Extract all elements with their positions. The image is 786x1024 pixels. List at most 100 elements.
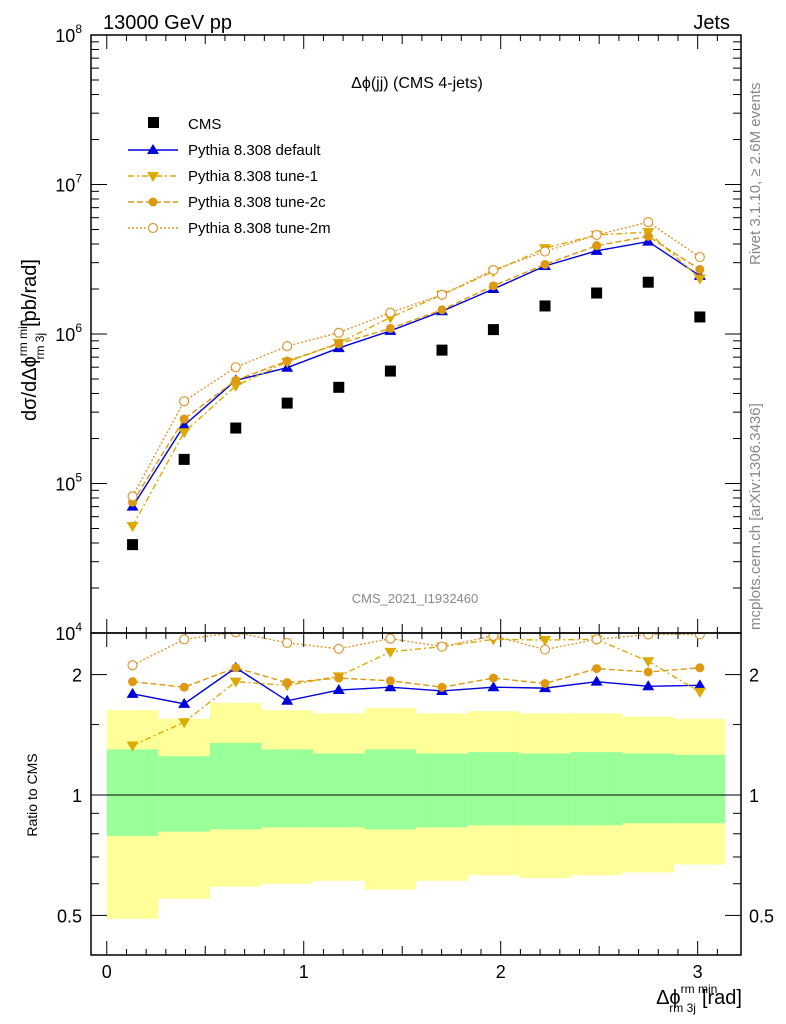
legend: CMS Pythia 8.308 default Pythia 8.308 tu… xyxy=(128,116,331,237)
main-panel: 104 105 106 107 108 Δϕ(jj) (CMS 4-jets) CMS_… xyxy=(16,22,741,919)
ratio-data-point xyxy=(488,633,499,641)
uncertainty-band-inner xyxy=(622,753,675,824)
data-point xyxy=(229,381,242,392)
uncertainty-band-inner xyxy=(158,756,210,832)
data-point xyxy=(539,300,551,312)
ratio-data-point xyxy=(384,681,397,692)
ratio-data-point xyxy=(693,679,706,690)
ratio-y-label: Ratio to CMS xyxy=(24,753,40,836)
uncertainty-band-inner xyxy=(106,749,159,836)
ratio-series-line xyxy=(132,667,700,688)
data-point xyxy=(693,274,706,285)
ratio-data-point xyxy=(436,641,448,652)
legend-label-tune-1: Pythia 8.308 tune-1 xyxy=(188,168,318,185)
series-line xyxy=(131,240,701,508)
legend-label-default: Pythia 8.308 default xyxy=(188,142,321,159)
data-point xyxy=(127,539,139,551)
ratio-data-point xyxy=(281,694,294,705)
legend-item-cms: CMS xyxy=(148,116,221,133)
data-point xyxy=(334,339,344,349)
ratio-data-point xyxy=(333,643,344,654)
data-point xyxy=(178,419,191,430)
ratio-data-point xyxy=(231,663,241,673)
data-point xyxy=(643,217,654,228)
uncertainty-band-inner xyxy=(467,752,520,826)
data-point xyxy=(385,323,395,333)
data-point xyxy=(436,289,448,300)
ratio-data-point xyxy=(591,634,602,645)
data-point xyxy=(282,356,292,366)
data-point xyxy=(230,422,242,434)
y-tick-label: 107 xyxy=(55,172,82,196)
ratio-data-point xyxy=(384,647,397,658)
data-point xyxy=(488,281,498,291)
data-point xyxy=(539,246,551,257)
series-2 xyxy=(126,228,706,532)
y-axis-label: dσ/dΔϕrm min rm 3j[pb/rad] xyxy=(16,259,47,421)
x-tick-label: 0 xyxy=(102,962,112,982)
data-point xyxy=(179,414,189,424)
y-tick-label: 108 xyxy=(55,22,82,46)
y-tick-label: 104 xyxy=(55,620,82,644)
ratio-data-point xyxy=(437,682,447,692)
ratio-data-point xyxy=(178,697,191,708)
ratio-y-tick-label-right: 2 xyxy=(749,666,759,686)
ratio-data-point xyxy=(643,667,653,677)
legend-item-tune-2c: Pythia 8.308 tune-2c xyxy=(128,194,326,211)
watermark: CMS_2021_I1932460 xyxy=(352,591,479,606)
ratio-data-point xyxy=(643,633,654,640)
ratio-y-tick-label-right: 1 xyxy=(749,786,759,806)
ratio-data-point xyxy=(642,680,655,691)
ratio-data-point xyxy=(179,682,189,692)
ratio-data-point xyxy=(539,636,552,647)
ratio-data-point xyxy=(282,637,293,649)
ratio-data-point xyxy=(128,677,138,687)
data-point xyxy=(695,265,705,275)
uncertainty-band-inner xyxy=(570,752,623,826)
data-point xyxy=(592,241,602,251)
uncertainty-band-inner xyxy=(312,753,365,828)
x-tick-label: 2 xyxy=(496,962,506,982)
series-0 xyxy=(127,276,706,551)
legend-item-tune-2m: Pythia 8.308 tune-2m xyxy=(128,220,331,237)
side-label-bottom: mcplots.cern.ch [arXiv:1306.3436] xyxy=(747,403,764,630)
series-line xyxy=(131,221,701,497)
side-label-top: Rivet 3.1.10, ≥ 2.6M events xyxy=(747,83,764,266)
y-tick-label: 106 xyxy=(55,321,82,345)
uncertainty-band-inner xyxy=(209,742,262,830)
data-point xyxy=(384,365,396,377)
data-point xyxy=(694,251,705,263)
ratio-data-point xyxy=(592,664,602,674)
ratio-data-point xyxy=(693,687,706,698)
x-tick-label: 3 xyxy=(693,962,703,982)
data-point xyxy=(540,259,550,269)
data-point xyxy=(591,229,602,241)
ratio-data-point xyxy=(385,676,395,686)
ratio-data-point xyxy=(229,677,242,688)
data-point xyxy=(436,344,448,356)
legend-item-tune-1: Pythia 8.308 tune-1 xyxy=(128,168,318,185)
ratio-data-point xyxy=(126,687,139,698)
ratio-data-point xyxy=(695,663,705,673)
ratio-y-tick-label: 1 xyxy=(72,786,82,806)
legend-label-tune-2m: Pythia 8.308 tune-2m xyxy=(188,220,331,237)
uncertainty-band-inner xyxy=(519,753,571,826)
ratio-series-2 xyxy=(128,663,705,692)
ratio-data-point xyxy=(230,633,241,638)
ratio-data-point xyxy=(487,681,500,692)
legend-item-default: Pythia 8.308 default xyxy=(128,142,321,159)
ratio-data-point xyxy=(334,673,344,683)
ratio-series-line xyxy=(132,666,700,705)
series-1 xyxy=(126,235,706,511)
x-axis-label: Δϕrm min rm 3j [rad] xyxy=(656,982,742,1015)
ratio-data-point xyxy=(540,678,550,688)
data-point xyxy=(643,231,653,241)
data-point xyxy=(230,362,241,373)
legend-label-tune-2c: Pythia 8.308 tune-2c xyxy=(188,194,326,211)
ratio-frame xyxy=(90,632,742,956)
series-line xyxy=(131,235,701,503)
y-tick-label: 105 xyxy=(55,471,82,495)
ratio-data-point xyxy=(590,675,603,686)
ratio-data-point xyxy=(282,678,292,688)
